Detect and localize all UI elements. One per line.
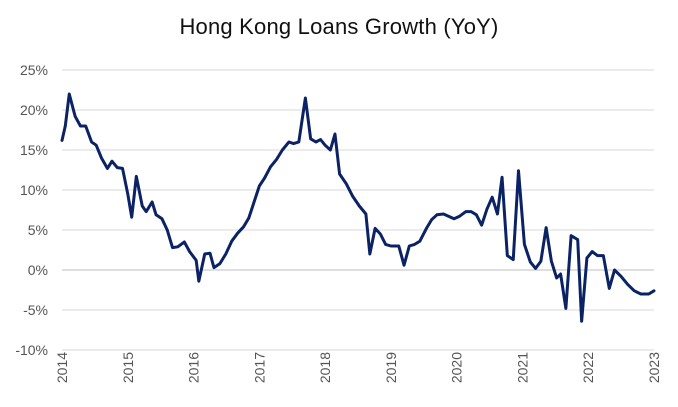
series-layer (60, 92, 656, 323)
y-tick-label: 5% (28, 222, 48, 238)
x-tick-label: 2018 (317, 352, 333, 383)
x-tick-label: 2023 (646, 352, 662, 383)
chart-title: Hong Kong Loans Growth (YoY) (179, 14, 499, 39)
y-tick-label: -5% (23, 302, 48, 318)
x-axis-tick-labels: 2014 2015 2016 2017 2018 2019 2020 2021 2022 2023 (54, 352, 662, 383)
y-tick-label: -10% (15, 342, 48, 358)
x-tick-label: 2020 (449, 352, 465, 383)
y-tick-label: 0% (28, 262, 48, 278)
y-axis-tick-labels: 25% 20% 15% 10% 5% 0% -5% -10% (15, 62, 48, 358)
x-tick-label: 2022 (580, 352, 596, 383)
y-tick-label: 20% (20, 102, 48, 118)
series-line-loans-growth (60, 92, 656, 323)
x-tick-label: 2014 (54, 352, 70, 383)
y-tick-label: 10% (20, 182, 48, 198)
x-tick-label: 2017 (251, 352, 267, 383)
x-tick-label: 2021 (514, 352, 530, 383)
gridlines (62, 69, 654, 351)
x-tick-label: 2019 (383, 352, 399, 383)
x-tick-label: 2015 (120, 352, 136, 383)
y-tick-label: 25% (20, 62, 48, 78)
x-tick-label: 2016 (186, 352, 202, 383)
y-tick-label: 15% (20, 142, 48, 158)
